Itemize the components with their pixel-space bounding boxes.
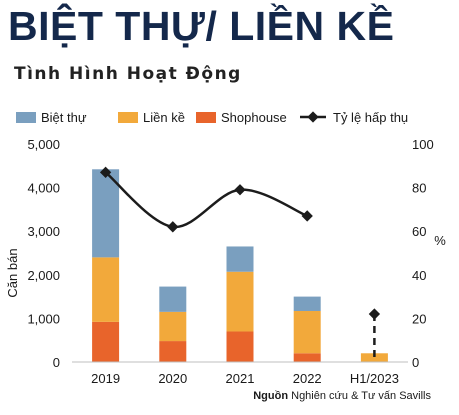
bar-lien-ke-3 [293,310,321,354]
bar-shophouse-3 [293,353,321,362]
x-tick-label: 2019 [91,371,120,386]
y-axis-left: 0 1,000 2,000 3,000 4,000 5,000 Căn bán [5,137,60,370]
source-label: Nguồn [253,390,289,402]
bar-biet-thu-1 [159,286,187,312]
legend-0-label: Biệt thự [41,110,87,125]
bar-shophouse-2 [226,331,254,362]
legend-line-label: Tỷ lệ hấp thụ [333,110,408,125]
bar-lien-ke-1 [159,311,187,342]
bar-lien-ke-2 [226,271,254,332]
bar-shophouse-0 [92,321,120,362]
page-title: BIỆT THỰ/ LIỀN KỀ [8,3,395,49]
x-axis: 2019 2020 2021 2022 H1/2023 [72,361,408,386]
bar-lien-ke-4 [360,353,388,362]
bar-shophouse-1 [159,341,187,362]
absorption-point [234,184,246,196]
y2-tick-label: 80 [412,181,426,196]
x-tick-label: 2022 [293,371,322,386]
legend-line-marker [307,111,319,123]
legend-2-swatch [196,112,216,123]
y2-tick-label: 40 [412,268,426,283]
x-tick-label: 2021 [226,371,255,386]
y-tick-label: 1,000 [27,311,60,326]
chart-title: Tình Hình Hoạt Động [14,64,242,84]
y2-axis-title: % [434,233,446,248]
y-tick-label: 0 [53,355,60,370]
absorption-dashed-point [368,308,381,320]
absorption-point [167,221,179,233]
absorption-line [99,166,381,362]
bar-biet-thu-0 [92,169,120,258]
y-tick-label: 4,000 [27,181,60,196]
absorption-line-path [104,171,308,229]
bars [92,169,388,362]
bar-lien-ke-0 [92,257,120,322]
legend-1-label: Liền kề [143,110,185,125]
legend: Biệt thự Liền kề Shophouse Tỷ lệ hấp thụ [16,110,408,125]
y2-tick-label: 20 [412,311,426,326]
y-axis-right: 0 20 40 60 80 100% [412,137,446,370]
source-note: Nguồn Nghiên cứu & Tư vấn Savills [253,390,431,402]
y2-tick-label: 60 [412,224,426,239]
y-tick-label: 3,000 [27,224,60,239]
absorption-point [301,210,313,222]
x-tick-label: 2020 [158,371,187,386]
legend-1-swatch [118,112,138,123]
bar-biet-thu-3 [293,296,321,311]
y-tick-label: 5,000 [27,137,60,152]
legend-0-swatch [16,112,36,123]
y2-tick-label: 0 [412,355,419,370]
source-text: Nghiên cứu & Tư vấn Savills [291,390,431,402]
bar-biet-thu-2 [226,246,254,272]
y2-tick-label: 100 [412,137,434,152]
x-tick-label: H1/2023 [350,371,399,386]
legend-2-label: Shophouse [221,110,287,125]
y-tick-label: 2,000 [27,268,60,283]
y-axis-title: Căn bán [5,248,20,297]
